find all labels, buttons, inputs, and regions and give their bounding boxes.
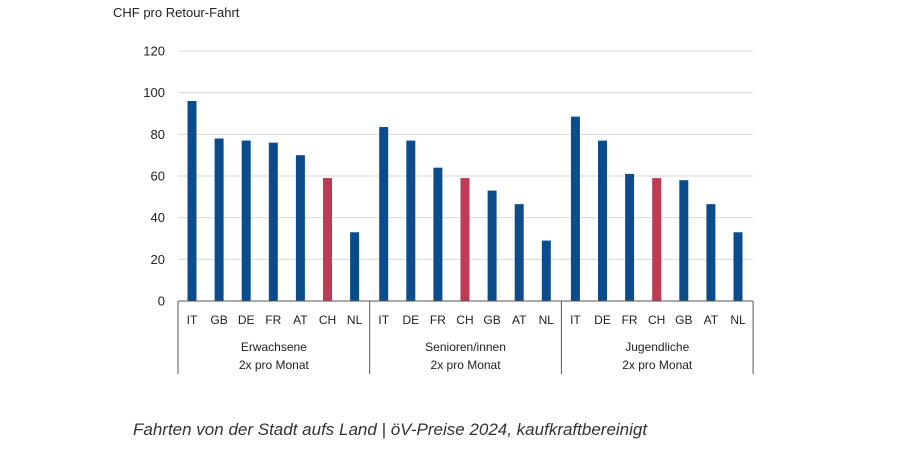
- x-category-label: FR: [622, 313, 638, 327]
- bar-ch: [323, 178, 332, 301]
- bar-ch: [652, 178, 662, 301]
- x-category-label: CH: [319, 313, 336, 327]
- group-sublabel: 2x pro Monat: [431, 358, 502, 372]
- x-category-label: DE: [594, 313, 611, 327]
- bar-ch: [460, 178, 470, 301]
- y-axis-title: CHF pro Retour-Fahrt: [113, 5, 240, 20]
- bar-gb: [487, 190, 497, 301]
- x-category-label: IT: [187, 313, 198, 327]
- x-category-label: AT: [512, 313, 527, 327]
- chart-caption: Fahrten von der Stadt aufs Land | öV-Pre…: [133, 420, 648, 439]
- y-tick-label: 0: [158, 294, 165, 309]
- y-tick-label: 60: [151, 169, 165, 184]
- y-tick-label: 120: [143, 44, 165, 59]
- group-label: Jugendliche: [625, 340, 689, 354]
- x-category-label: GB: [210, 313, 227, 327]
- bar-gb: [214, 138, 224, 301]
- x-category-label: IT: [378, 313, 389, 327]
- x-category-label: AT: [293, 313, 308, 327]
- y-tick-label: 40: [151, 210, 165, 225]
- x-category-label: DE: [402, 313, 419, 327]
- bar-nl: [350, 232, 360, 301]
- bar-at: [706, 204, 716, 301]
- x-category-label: IT: [570, 313, 581, 327]
- y-tick-label: 100: [143, 85, 165, 100]
- bar-gb: [679, 180, 689, 301]
- bar-at: [514, 204, 524, 301]
- bar-it: [187, 101, 197, 301]
- bar-de: [406, 140, 416, 301]
- group-sublabel: 2x pro Monat: [622, 358, 693, 372]
- bar-at: [295, 155, 305, 301]
- group-label: Erwachsene: [241, 340, 307, 354]
- group-label: Senioren/innen: [425, 340, 506, 354]
- x-category-label: CH: [456, 313, 473, 327]
- x-category-label: NL: [347, 313, 363, 327]
- x-category-label: GB: [675, 313, 692, 327]
- bar-de: [598, 140, 607, 301]
- x-category-label: FR: [430, 313, 446, 327]
- x-category-label: GB: [483, 313, 500, 327]
- group-sublabel: 2x pro Monat: [239, 358, 310, 372]
- bar-fr: [433, 167, 443, 301]
- x-category-label: AT: [704, 313, 719, 327]
- bar-it: [570, 116, 580, 301]
- bar-de: [241, 140, 251, 301]
- x-category-label: NL: [539, 313, 555, 327]
- x-category-label: CH: [648, 313, 665, 327]
- y-tick-label: 80: [151, 127, 165, 142]
- x-category-label: NL: [730, 313, 746, 327]
- bar-fr: [625, 173, 635, 301]
- bar-nl: [541, 240, 551, 301]
- x-category-label: FR: [265, 313, 281, 327]
- bar-fr: [268, 142, 278, 301]
- bar-nl: [733, 232, 743, 301]
- y-tick-label: 20: [151, 252, 165, 267]
- bar-it: [379, 127, 389, 302]
- x-category-label: DE: [238, 313, 255, 327]
